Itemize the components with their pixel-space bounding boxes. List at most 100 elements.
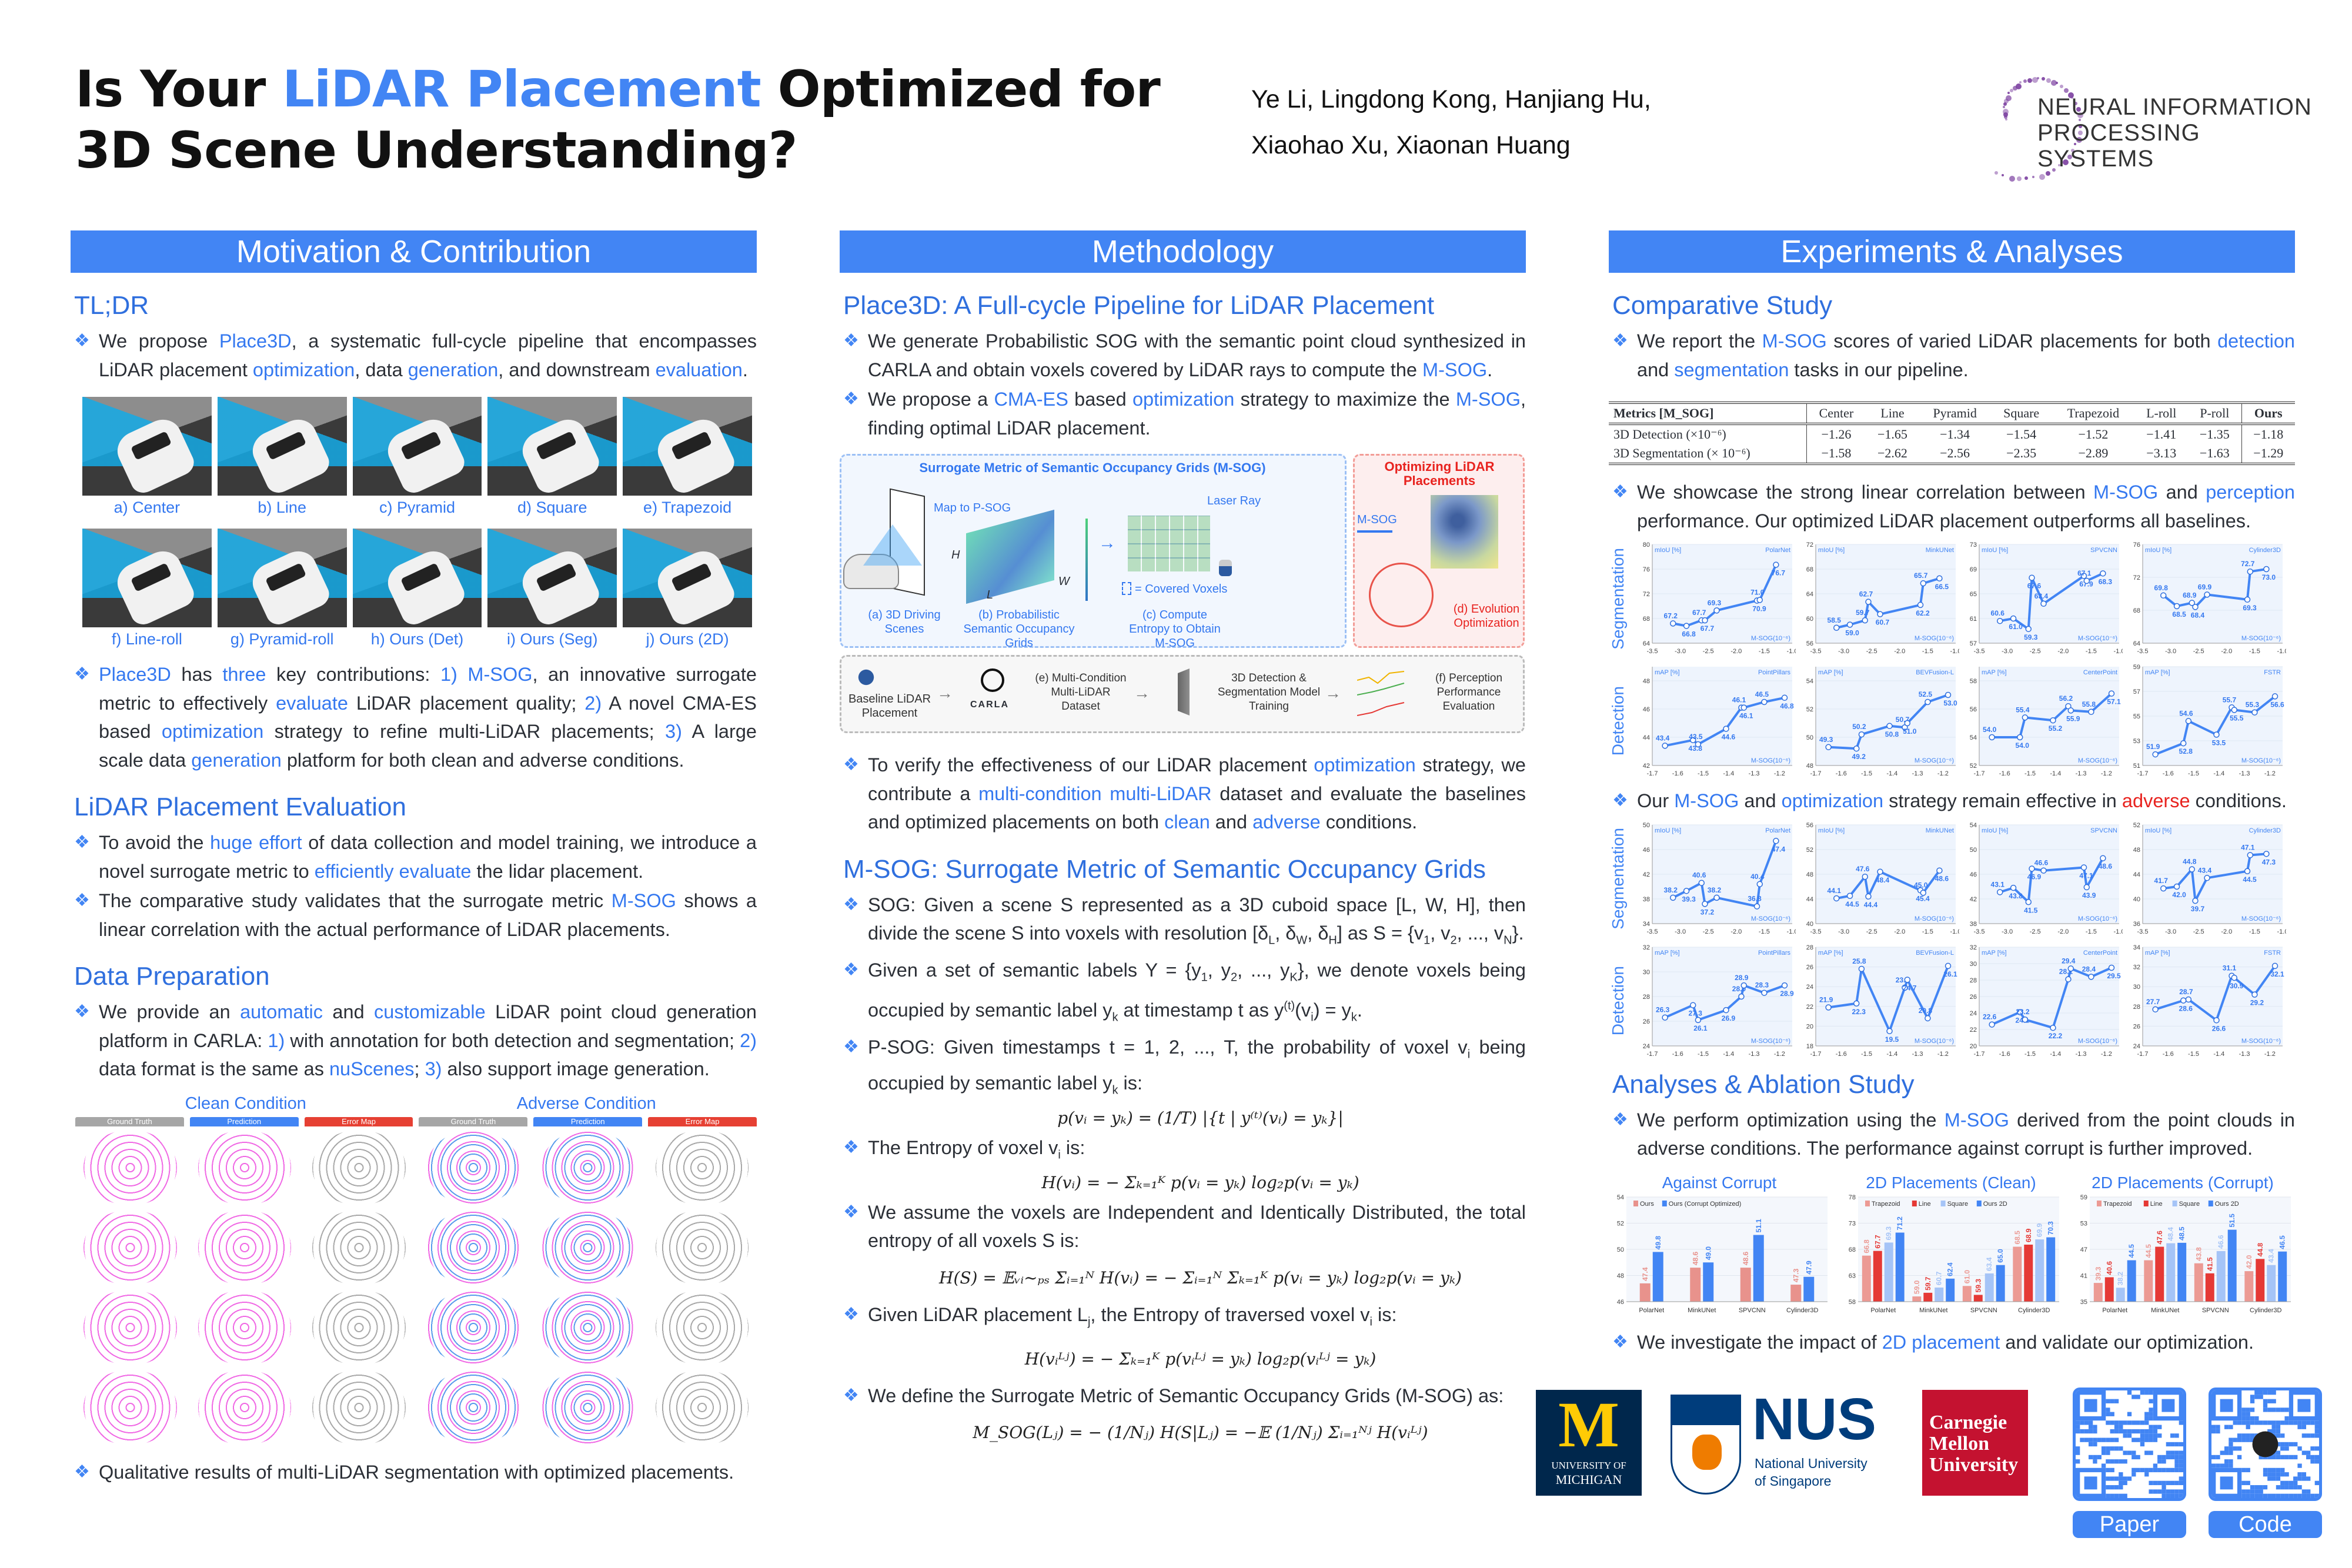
data-point [1865,599,1872,605]
qr-module [2101,1450,2106,1455]
voxel-grid-icon [1128,516,1210,571]
qr-module [2314,1433,2319,1438]
data-point [1695,1017,1702,1023]
code-qr-code[interactable] [2209,1388,2322,1501]
data-point [2244,868,2251,874]
table-header: Line [1880,406,1905,420]
y-tick-label: 48 [1643,678,1650,685]
qr-module [2149,1489,2153,1494]
data-point [1683,887,1690,894]
model-name: FSTR [2264,669,2281,676]
y-tick-label: 52 [1806,706,1813,713]
data-point [1669,620,1676,627]
highlight-text: M-SOG [1674,790,1739,811]
qr-module [2237,1433,2242,1438]
data-label: 28.9 [1780,989,1794,998]
category-label: MinkUNet [2151,1307,2179,1314]
qr-module [2250,1407,2255,1412]
logo-text: MICHIGAN [1555,1472,1622,1487]
logo-text: UNIVERSITY OF [1551,1460,1626,1471]
data-label: 68.3 [2099,577,2113,586]
category-label: PolarNet [1870,1307,1896,1314]
qr-module [2267,1476,2272,1481]
qr-module [2276,1442,2281,1447]
data-point [1925,698,1931,706]
qr-module [2132,1467,2136,1473]
qr-module [2136,1395,2140,1399]
paper-button[interactable]: Paper [2073,1511,2186,1538]
highlight-text: CMA-ES [994,389,1068,410]
qr-module [2271,1407,2276,1412]
qr-module [2259,1455,2263,1460]
data-label: 21.9 [1819,995,1833,1004]
qr-module [2284,1420,2289,1425]
data-point [1877,611,1883,617]
x-tick-label: -3.5 [1974,928,1985,935]
paper-qr-code[interactable] [2073,1388,2186,1501]
table-header: P-roll [2200,406,2230,420]
data-point [2022,714,2029,721]
x-tick-label: -1.2 [2101,1051,2112,1058]
bar-value-label: 48.5 [2178,1226,2186,1241]
caption-text: Qualitative results of multi-LiDAR segme… [99,1461,734,1483]
bar [2166,1243,2176,1302]
qr-module [2259,1493,2263,1498]
qr-module [2271,1399,2276,1403]
data-label: 69.8 [2154,584,2169,592]
data-point [1740,982,1748,988]
y-tick-label: 73 [1970,541,1977,549]
highlight-text: Place3D [219,330,292,352]
qr-module [2241,1480,2246,1486]
qual-column-tag: Error Map [304,1116,413,1126]
qr-module [2267,1399,2272,1403]
y-tick-label: 26 [1806,964,1813,971]
x-axis-label: M-SOG(10⁻⁶) [2078,1038,2117,1045]
data-label: 29.4 [2062,957,2076,965]
data-point [2029,865,2035,872]
data-label: 52.5 [1919,690,1933,698]
logo-dot [2012,86,2017,91]
table-header: L-roll [2146,406,2177,420]
step-a-label: (a) 3D Driving Scenes [868,609,941,636]
qr-module [2254,1395,2259,1399]
qr-module [2144,1416,2149,1421]
authors: Ye Li, Lingdong Kong, Hanjiang Hu, Xiaoh… [1251,76,1651,168]
data-point [1904,720,1911,727]
qr-module [2101,1446,2106,1451]
y-tick-label: 42 [1643,871,1650,878]
highlight-text: 2D placement [1882,1331,2000,1353]
bullet-text: We assume the voxels are Independent and… [868,1201,1526,1252]
qr-module [2153,1429,2158,1434]
qr-module [2246,1489,2250,1494]
logo-dot [2067,154,2072,159]
math-script: 1 [1201,971,1208,984]
data-point [2067,965,2074,972]
bar-value-label: 38.2 [2116,1271,2124,1285]
y-tick-label: 42 [1643,763,1650,770]
legend-label: Ours (Corrupt Optimized) [1669,1201,1741,1208]
section-heading-comparative: Comparative Study [1612,291,1833,320]
qr-module [2161,1467,2166,1473]
qr-finder [2211,1467,2242,1498]
x-tick-label: -1.4 [2213,770,2224,777]
y-tick-label: 48 [1806,763,1813,770]
bullet: ❖ The Entropy of voxel vi is: [840,1134,1526,1169]
bullet-text: We provide an automatic and customizable… [99,1001,757,1079]
data-point [1925,1015,1931,1021]
code-button[interactable]: Code [2209,1511,2322,1538]
line-chart-centerpoint: 52 54 56 58 -1.7 -1.6 -1.5 -1.4 -1.3 -1.2 mAP [%] C… [1970,667,2121,777]
qr-module [2127,1433,2132,1438]
data-label: 68.9 [2183,591,2197,599]
qr-module [2276,1450,2281,1455]
data-point [2204,874,2210,881]
point-cloud-image [541,1209,634,1285]
title-part: Optimized for [760,60,1161,119]
x-tick-label: -1.4 [1886,1051,1897,1058]
placement-image [487,529,617,627]
training-label: 3D Detection & Segmentation Model Traini… [1217,672,1321,713]
diamond-bullet-icon: ❖ [1612,1109,1628,1129]
qr-module [2110,1412,2114,1416]
qr-module [2179,1450,2183,1455]
x-tick-label: -1.3 [2076,1051,2087,1058]
qr-finder-center [2220,1476,2233,1490]
